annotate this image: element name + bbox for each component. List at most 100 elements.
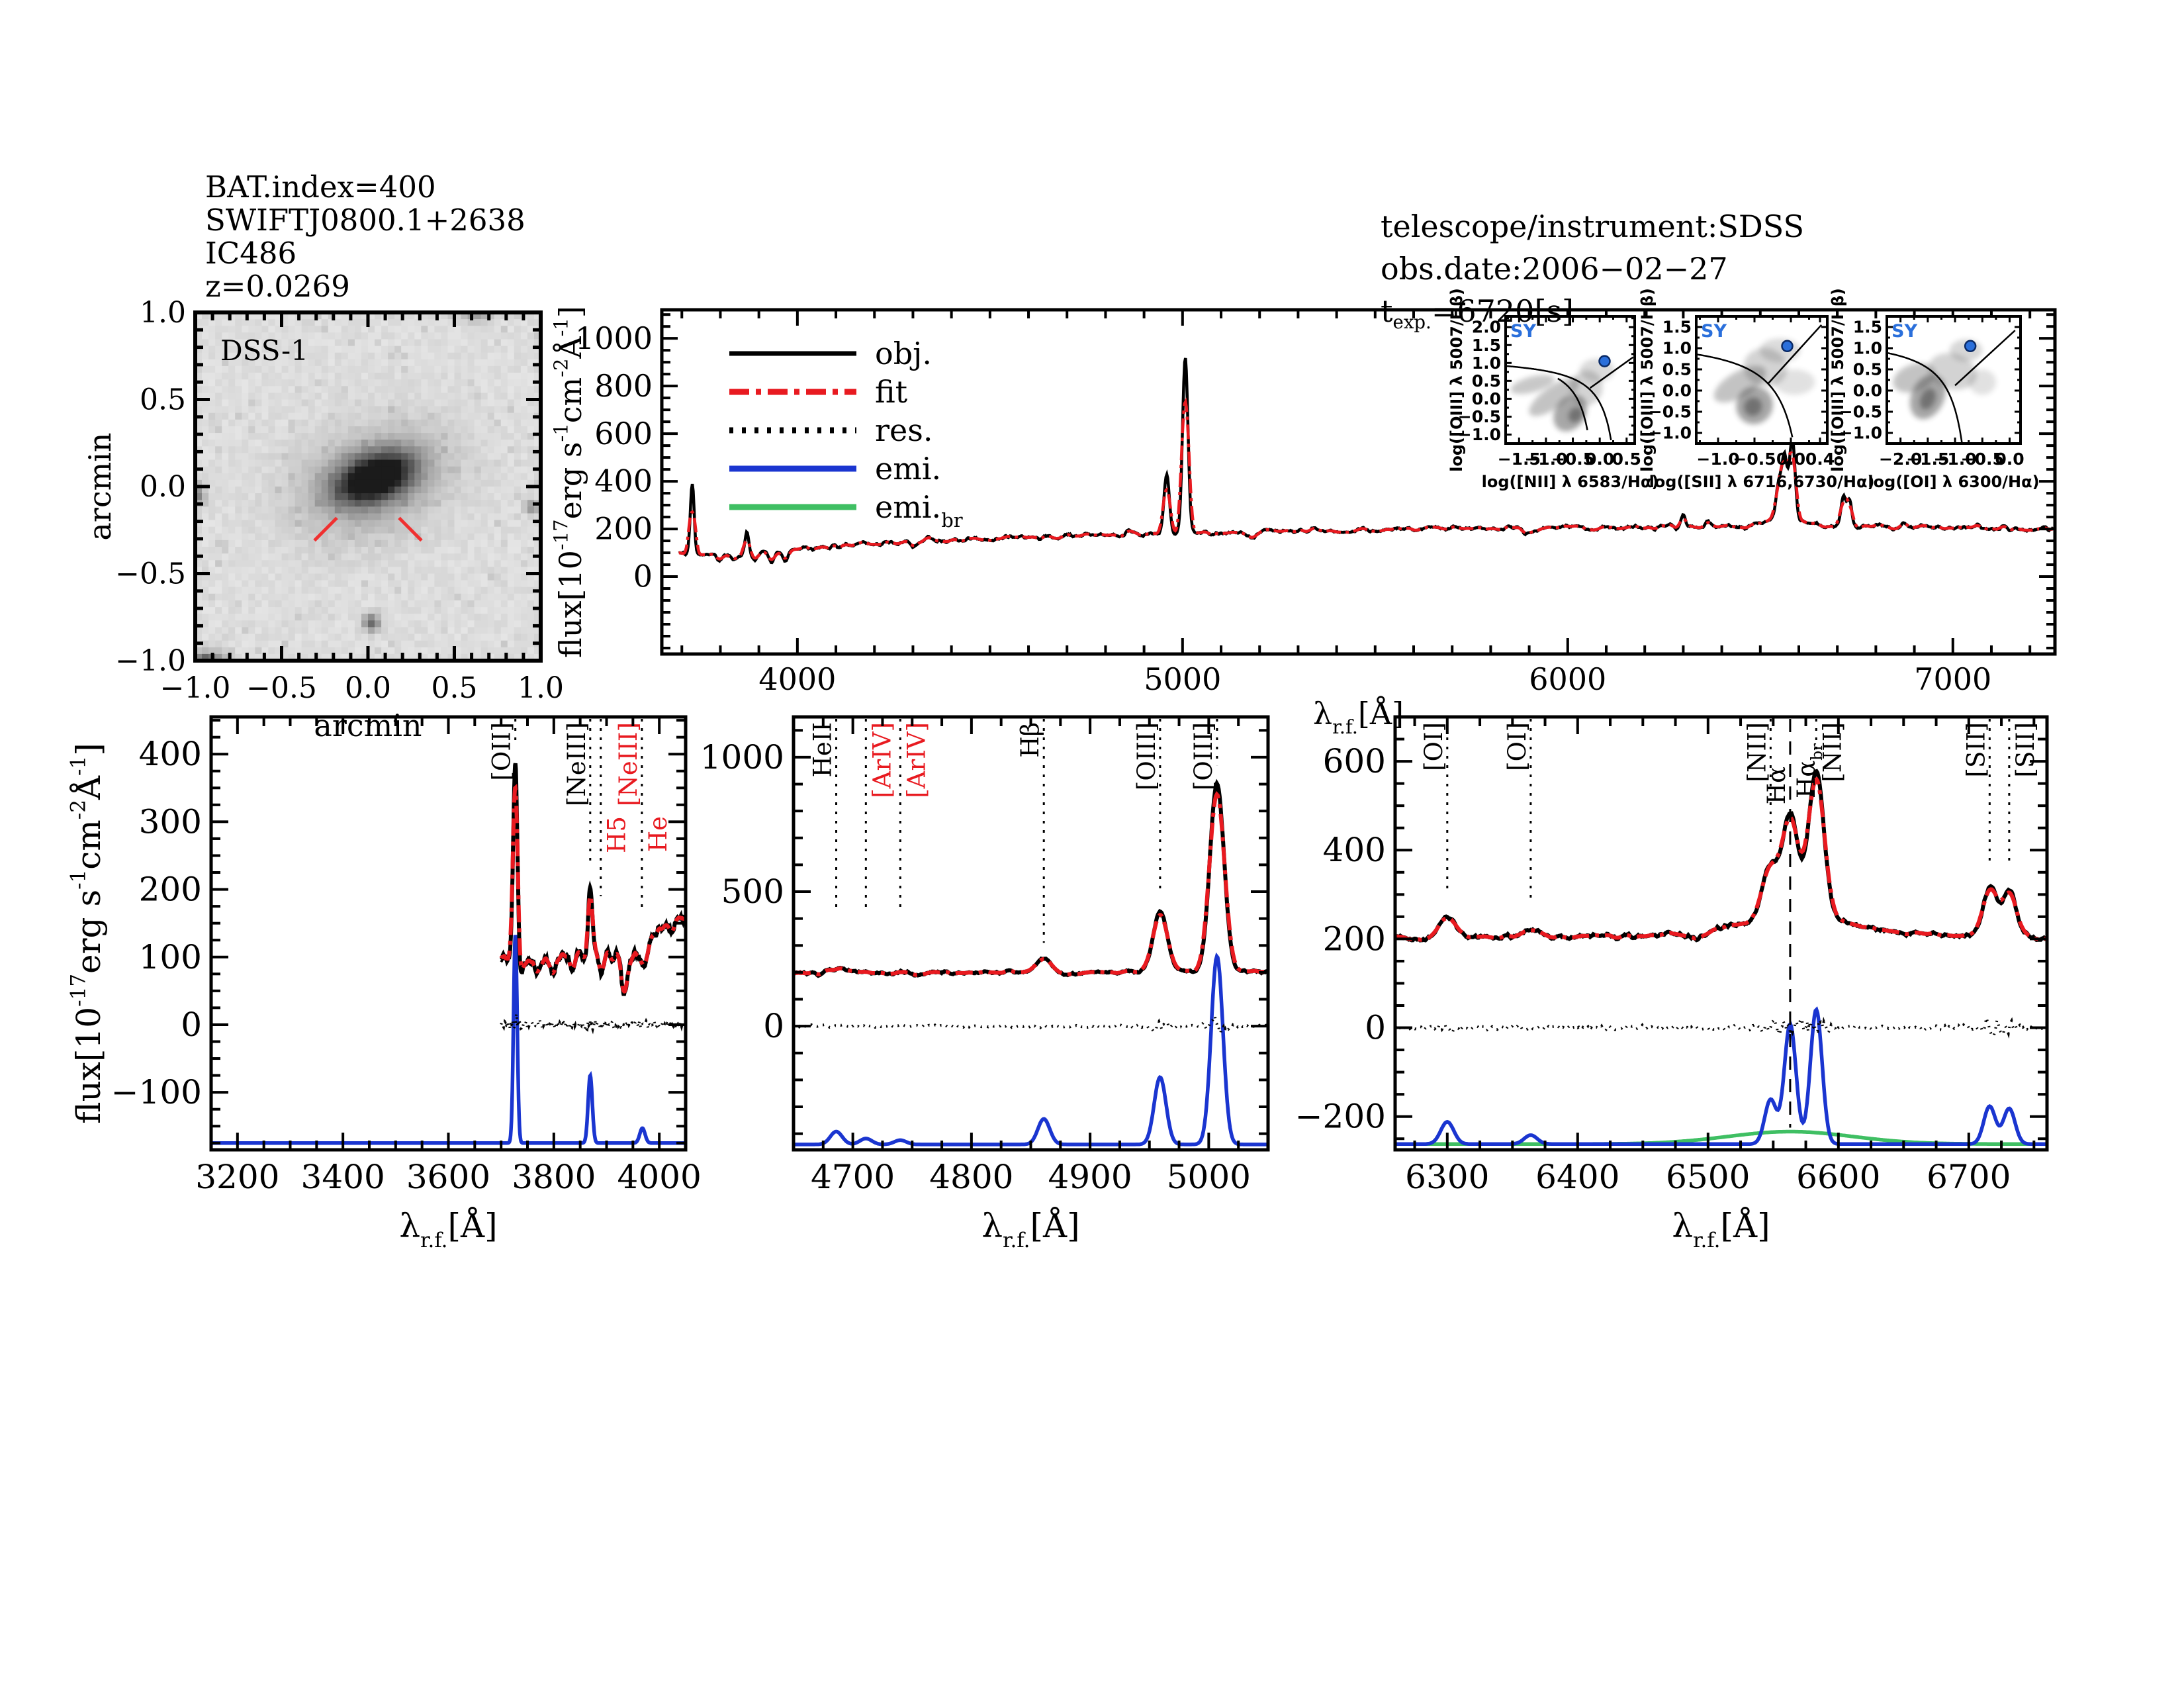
svg-text:4000: 4000 (758, 661, 836, 697)
observed-spectrum-curve (794, 778, 1268, 978)
svg-text:6000: 6000 (1529, 661, 1606, 697)
svg-text:0.0: 0.0 (1776, 449, 1805, 469)
line-label: Hα (1762, 767, 1791, 804)
obs-date: obs.date:2006−02−27 (1381, 251, 1728, 287)
demarcation-curve (1557, 377, 1588, 431)
svg-text:λr.f.[Å]: λr.f.[Å] (981, 1206, 1079, 1252)
svg-text:0.0: 0.0 (1995, 449, 2024, 469)
svg-text:0.4: 0.4 (1805, 449, 1835, 469)
zoom-panel-hbeta-oiii: HeII [ArIV] [ArIV] Hβ [OIII] [OIII] 4700 4800 49… (700, 715, 1270, 1252)
svg-text:1.5: 1.5 (1853, 318, 1882, 337)
demarcation-curve (1589, 356, 1634, 389)
svg-text:−0.5: −0.5 (246, 671, 317, 705)
svg-text:log([NII] λ 6583/Hα): log([NII] λ 6583/Hα) (1482, 473, 1659, 491)
line-label: [OIII] (1132, 722, 1161, 790)
svg-text:λr.f.[Å]: λr.f.[Å] (1672, 1206, 1770, 1252)
svg-text:3400: 3400 (301, 1158, 385, 1196)
line-label: Hαbr (1792, 743, 1826, 798)
svg-text:800: 800 (594, 368, 653, 404)
svg-text:−0.5: −0.5 (1551, 449, 1594, 469)
svg-text:400: 400 (594, 463, 653, 499)
svg-text:−0.5: −0.5 (115, 557, 186, 590)
svg-text:200: 200 (1323, 919, 1386, 958)
svg-text:flux[10-17erg s-1cm-2Å-1]: flux[10-17erg s-1cm-2Å-1] (549, 306, 588, 658)
svg-text:100: 100 (139, 938, 202, 976)
svg-text:3200: 3200 (195, 1158, 279, 1196)
svg-text:λr.f.[Å]: λr.f.[Å] (399, 1206, 497, 1252)
swift-name: SWIFTJ0800.1+2638 (205, 203, 525, 238)
svg-text:0.5: 0.5 (1612, 449, 1641, 469)
line-label: He (644, 816, 672, 852)
exposure-time: texp.=6720[s] (1381, 293, 1574, 334)
svg-text:1000: 1000 (575, 320, 653, 356)
observation-info-block: telescope/instrument:SDSS obs.date:2006−… (1381, 205, 1804, 344)
svg-text:0.5: 0.5 (1853, 360, 1882, 379)
svg-text:−1.0: −1.0 (160, 671, 231, 705)
svg-text:0.5: 0.5 (1472, 371, 1501, 391)
svg-text:−200: −200 (1295, 1098, 1386, 1136)
svg-text:0.0: 0.0 (1472, 389, 1501, 408)
line-label: H5 (603, 816, 631, 853)
legend-label-1: fit (875, 374, 908, 410)
main-spectrum: 4000 5000 6000 7000 0 200 400 600 800 1000 λr.f.[Å… (549, 306, 2057, 738)
svg-text:300: 300 (139, 802, 202, 841)
zoom-panel-halpha: [OI] [OI] [NII]Hα Hαbr[NII] [SII] [SII]6300 64… (1295, 715, 2049, 1252)
svg-text:1.0: 1.0 (140, 296, 186, 330)
svg-text:arcmin: arcmin (82, 432, 118, 540)
target-marker (313, 516, 338, 542)
svg-text:log([OI] λ 6300/Hα): log([OI] λ 6300/Hα) (1868, 473, 2039, 491)
line-label: [ArIV] (868, 722, 896, 798)
target-info-block: BAT.index=400 SWIFTJ0800.1+2638 IC486 z=… (205, 171, 525, 303)
demarcation-curve (1506, 365, 1612, 441)
fit-curve (1395, 776, 2046, 942)
observed-spectrum-curve (1395, 769, 2047, 943)
svg-text:1.0: 1.0 (1472, 353, 1501, 373)
broad-emission-curve (1395, 1129, 2046, 1147)
bpt-datapoint (1598, 355, 1611, 367)
svg-text:600: 600 (1323, 742, 1386, 780)
svg-text:−1.0: −1.0 (1839, 424, 1882, 443)
svg-text:−2.0: −2.0 (1879, 449, 1922, 469)
svg-text:0: 0 (1365, 1009, 1386, 1047)
svg-text:600: 600 (594, 416, 653, 451)
svg-text:4000: 4000 (617, 1158, 702, 1196)
bpt-oi: SY−2.0−1.5−1.0−0.50.0−1.0−0.50.00.51.01.… (1829, 288, 2040, 491)
dss-label: DSS-1 (220, 334, 308, 367)
svg-text:500: 500 (721, 872, 784, 911)
svg-text:200: 200 (139, 870, 202, 909)
demarcation-curve (1696, 353, 1794, 438)
svg-text:flux[10-17erg s-1cm-2Å-1]: flux[10-17erg s-1cm-2Å-1] (67, 743, 109, 1124)
narrow-emission-curve (211, 935, 686, 1145)
classification-tag: SY (1510, 321, 1536, 342)
line-label: [NII] (1743, 722, 1771, 782)
svg-text:4900: 4900 (1048, 1158, 1132, 1196)
demarcation-curve (1954, 330, 2016, 387)
svg-text:−100: −100 (111, 1073, 202, 1111)
residual-curve (500, 1013, 686, 1035)
svg-text:6400: 6400 (1535, 1158, 1619, 1196)
svg-text:6600: 6600 (1796, 1158, 1880, 1196)
line-label: [OIII] (1189, 722, 1218, 790)
svg-text:0.0: 0.0 (140, 470, 186, 504)
galaxy-name: IC486 (205, 236, 297, 271)
line-label: [NeIII] (614, 722, 643, 806)
svg-text:4800: 4800 (929, 1158, 1013, 1196)
svg-text:400: 400 (139, 735, 202, 773)
legend-label-2: res. (875, 412, 933, 448)
line-label: HeII (809, 722, 837, 777)
line-label: [ArIV] (902, 722, 931, 798)
line-label: [OII] (488, 722, 516, 780)
svg-text:0.0: 0.0 (1585, 449, 1614, 469)
svg-text:log([OIII] λ 5007/Hβ): log([OIII] λ 5007/Hβ) (1829, 288, 1847, 472)
svg-text:−1.5: −1.5 (1498, 449, 1541, 469)
svg-text:−1.0: −1.0 (115, 644, 186, 678)
bpt-nii: SY−1.5−1.0−0.50.00.5−1.0−0.50.00.51.01.5… (1447, 288, 1659, 491)
svg-text:0: 0 (181, 1006, 202, 1044)
line-label: [SII] (1962, 722, 1990, 777)
svg-text:−0.5: −0.5 (1649, 402, 1692, 422)
fit-curve (794, 790, 1267, 978)
bpt-datapoint (1781, 340, 1794, 353)
